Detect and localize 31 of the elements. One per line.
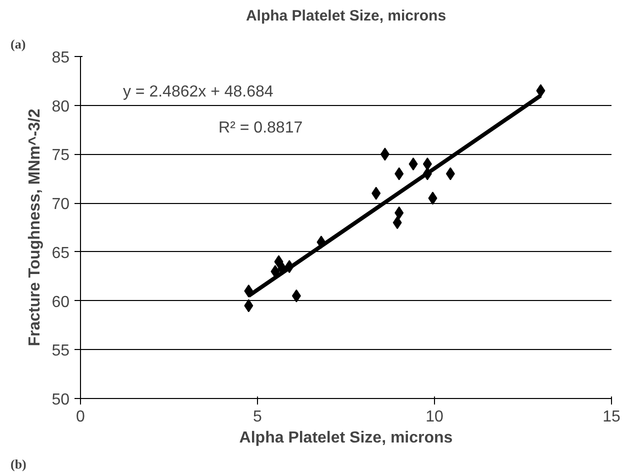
point	[380, 148, 390, 161]
annotation: y = 2.4862x + 48.684	[122, 83, 274, 100]
text: (b)	[10, 456, 26, 472]
point	[394, 167, 404, 180]
x-tick-label: 15	[602, 408, 620, 426]
x-tick-label: 5	[253, 408, 262, 426]
x-tick-label: 10	[426, 408, 444, 426]
point	[392, 216, 402, 230]
y-tick-label: 85	[52, 50, 70, 66]
point	[244, 299, 254, 312]
point	[422, 157, 432, 170]
point	[536, 84, 546, 98]
point	[372, 186, 381, 200]
point	[394, 206, 404, 220]
y-tick-label: 55	[52, 342, 70, 360]
y-tick-label: 75	[52, 147, 70, 164]
text: (a)	[10, 36, 26, 52]
y-tick-label: 50	[52, 392, 70, 408]
y-tick-label: 60	[52, 294, 70, 311]
y-tick-label: 80	[52, 98, 70, 116]
x-tick-label: 0	[76, 408, 86, 426]
chart-title: Alpha Platelet Size, microns	[246, 8, 446, 24]
point	[428, 192, 438, 205]
point	[292, 289, 301, 302]
point	[408, 157, 418, 170]
y-tick-label: 65	[52, 244, 70, 262]
annotation: R² = 0.8817	[218, 120, 303, 137]
x-axis-title: Alpha Platelet Size, microns	[239, 430, 453, 446]
y-axis-title: Fracture Toughness, MNm^-3/2	[26, 108, 44, 346]
point	[446, 167, 455, 180]
y-tick-label: 70	[52, 196, 70, 214]
